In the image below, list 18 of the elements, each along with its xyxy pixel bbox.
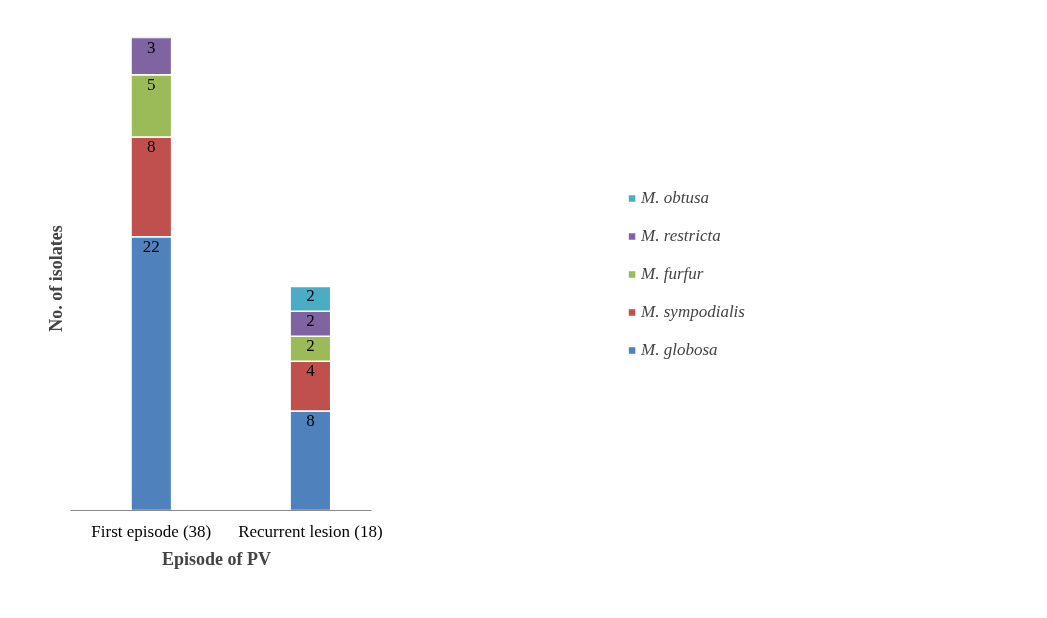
legend-label: M. furfur <box>641 263 704 284</box>
data-label: 4 <box>306 361 316 381</box>
data-label: 2 <box>306 336 315 356</box>
data-label: 5 <box>147 74 156 94</box>
x-tick-label: Recurrent lesion (18) <box>238 521 383 541</box>
legend-label: M. sympodialis <box>641 301 745 322</box>
data-label: 2 <box>306 311 315 331</box>
data-label: 8 <box>147 137 156 157</box>
data-label: 22 <box>142 236 160 256</box>
legend-label: M. restricta <box>641 225 721 246</box>
data-label: 2 <box>306 286 315 306</box>
legend-label: M. globosa <box>641 339 718 360</box>
x-axis-title: Episode of PV <box>161 548 272 569</box>
data-label: 3 <box>147 37 156 57</box>
legend-label: M. obtusa <box>641 187 710 208</box>
data-label: 8 <box>306 410 315 430</box>
y-axis-title: No. of isolates <box>45 225 66 332</box>
x-tick-label: First episode (38) <box>91 521 212 541</box>
